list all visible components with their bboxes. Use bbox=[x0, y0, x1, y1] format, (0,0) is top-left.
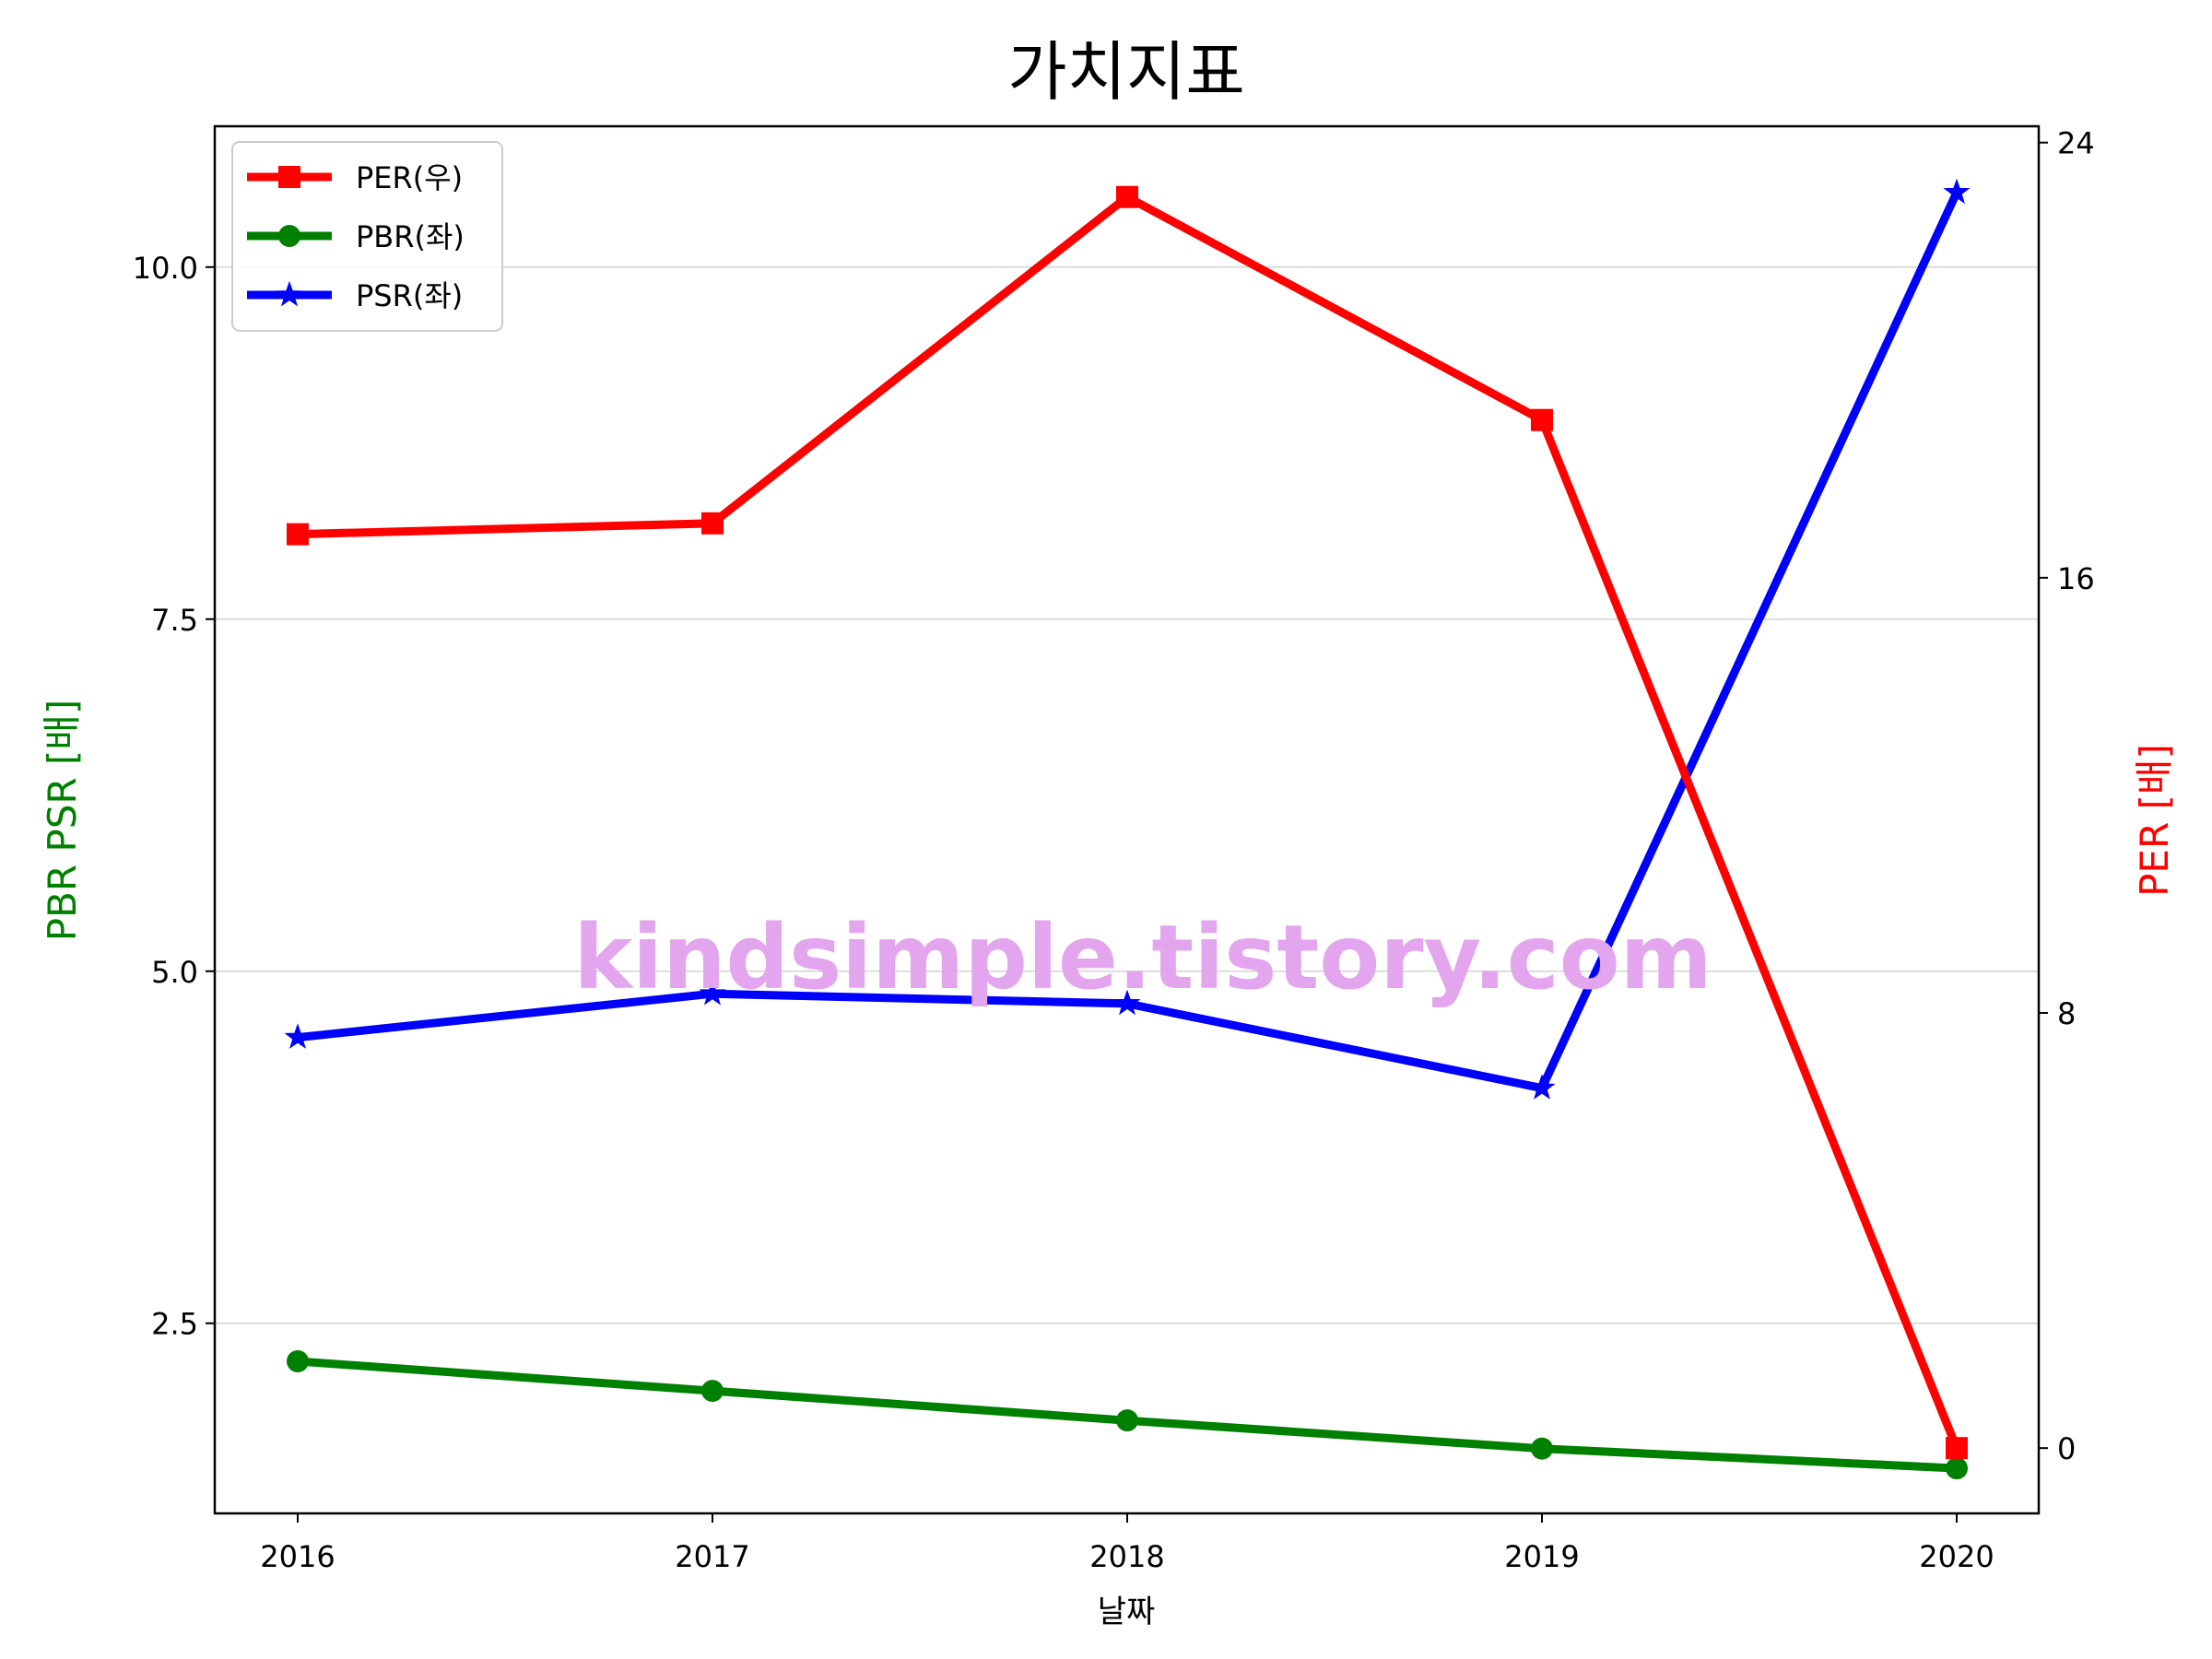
legend-marker bbox=[278, 225, 300, 247]
data-point bbox=[284, 1023, 312, 1049]
data-point bbox=[1116, 1409, 1138, 1432]
left-tick-label: 10.0 bbox=[133, 251, 198, 286]
legend-label: PER(우) bbox=[356, 160, 463, 195]
data-point bbox=[287, 1349, 309, 1372]
legend-marker bbox=[276, 280, 303, 307]
series-layer bbox=[284, 178, 1971, 1480]
right-tick-label: 8 bbox=[2057, 996, 2076, 1031]
right-axis-label: PER [배] bbox=[2132, 744, 2177, 897]
x-tick-label: 2019 bbox=[1504, 1539, 1579, 1574]
series-square bbox=[287, 185, 1968, 1460]
x-tick-label: 2016 bbox=[260, 1539, 335, 1574]
left-tick-label: 5.0 bbox=[151, 955, 198, 990]
x-axis-label: 날짜 bbox=[1098, 1594, 1156, 1630]
legend-label: PSR(좌) bbox=[356, 278, 463, 313]
axes: 2.5 5.0 7.5 10.0 0 8 16 24 2016 2017 2018 2019 2020 bbox=[133, 126, 2095, 1574]
data-point bbox=[1943, 178, 1971, 205]
legend-box bbox=[231, 141, 503, 332]
series-star bbox=[284, 178, 1971, 1100]
watermark-text: kindsimple.tistory.com bbox=[573, 906, 1712, 1009]
x-tick-label: 2018 bbox=[1089, 1539, 1164, 1574]
x-tick-label: 2020 bbox=[1919, 1539, 1994, 1574]
data-point bbox=[701, 512, 724, 535]
right-tick-label: 24 bbox=[2057, 126, 2095, 161]
series-circle bbox=[287, 1349, 1968, 1480]
data-point bbox=[1116, 185, 1138, 208]
legend-marker bbox=[278, 166, 300, 188]
left-axis-label: PBR PSR [배] bbox=[40, 700, 85, 942]
data-point bbox=[1528, 1074, 1556, 1100]
chart-title: 가치지표 bbox=[1007, 34, 1245, 110]
data-point bbox=[701, 1380, 724, 1403]
data-point bbox=[1113, 989, 1141, 1016]
data-point bbox=[1531, 1437, 1553, 1460]
left-tick-label: 7.5 bbox=[151, 603, 198, 638]
gridlines bbox=[215, 266, 2039, 1324]
data-point bbox=[287, 523, 309, 546]
right-tick-label: 0 bbox=[2057, 1431, 2076, 1466]
right-tick-label: 16 bbox=[2057, 561, 2095, 596]
legend-label: PBR(좌) bbox=[356, 219, 465, 254]
data-point bbox=[699, 979, 726, 1006]
data-point bbox=[1531, 408, 1553, 431]
data-point bbox=[1946, 1457, 1968, 1480]
data-point bbox=[1946, 1437, 1968, 1460]
left-tick-label: 2.5 bbox=[151, 1307, 198, 1342]
x-tick-label: 2017 bbox=[675, 1539, 749, 1574]
legend: PER(우) PBR(좌) PSR(좌) bbox=[231, 141, 503, 332]
